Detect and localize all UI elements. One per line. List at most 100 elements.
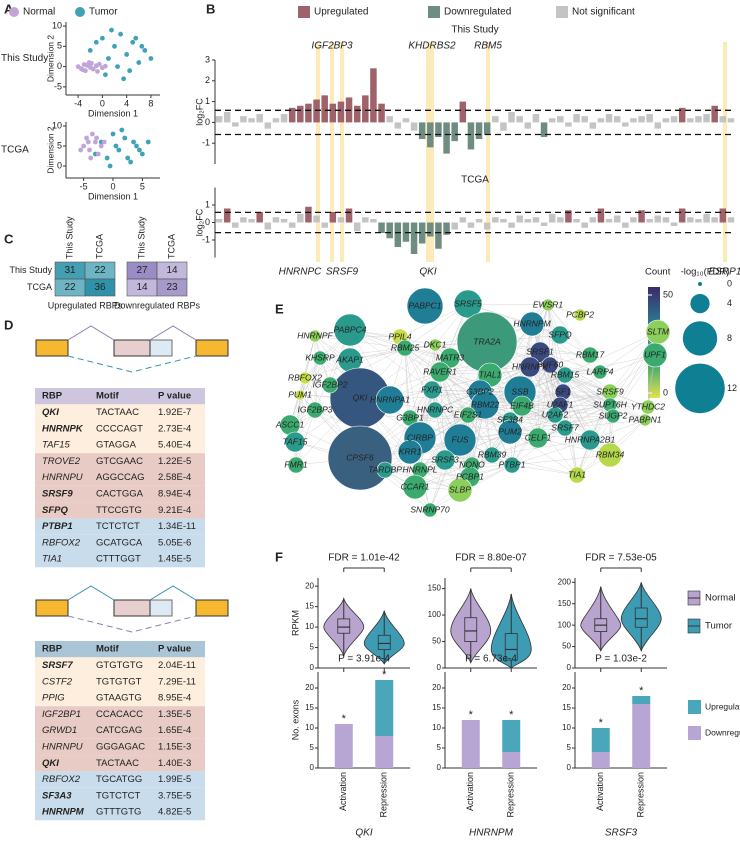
edge	[509, 431, 591, 441]
table-cell: PPIG	[42, 693, 65, 704]
scatter-point	[98, 143, 104, 149]
bar	[297, 105, 304, 123]
y-tick-label: 0	[205, 217, 210, 227]
edge	[467, 303, 561, 336]
edge	[564, 404, 611, 429]
gene-label: SRSF3	[605, 828, 638, 839]
size-legend	[690, 294, 710, 314]
box	[337, 618, 351, 634]
edge	[609, 331, 659, 393]
table-cell: QKI	[42, 407, 59, 418]
bar	[394, 222, 402, 247]
node-label: RBM34	[596, 449, 625, 459]
edge	[521, 405, 614, 417]
y-tick-label: 10	[562, 723, 571, 732]
network-node	[541, 356, 559, 374]
node-label: PUM2	[498, 426, 522, 436]
x-tick-label: 5	[140, 181, 145, 191]
bar	[288, 222, 296, 228]
bar	[410, 222, 418, 254]
header-cell: P value	[158, 391, 191, 402]
highlight	[330, 42, 334, 262]
network-node	[642, 342, 668, 368]
network-node	[308, 329, 322, 343]
bar	[321, 95, 328, 123]
network-node	[519, 311, 545, 337]
table-cell: 1.99E-5	[158, 774, 191, 785]
network-node	[312, 350, 328, 366]
box	[504, 633, 518, 661]
network-node	[443, 423, 477, 457]
y-tick-label: 15	[562, 703, 571, 712]
bar	[638, 210, 645, 223]
y-tick-label: 0	[567, 663, 572, 672]
bar	[256, 212, 263, 223]
table-cell: QKI	[42, 758, 59, 769]
table-cell: AGGCCAG	[96, 472, 145, 483]
node-label: IGF2BP2	[313, 379, 348, 389]
bar	[591, 728, 610, 752]
legend-label: Tumor	[705, 621, 732, 632]
table-cell: 1.15E-3	[158, 741, 191, 752]
node-label: RBFOX2	[288, 372, 322, 382]
cell-value: 31	[64, 265, 76, 276]
edge	[491, 454, 578, 476]
col-label: This Study	[64, 216, 74, 259]
bar	[305, 103, 312, 123]
bar	[662, 118, 670, 123]
table-cell: GTTTGTG	[96, 807, 141, 818]
table-cell: 1.92E-7	[158, 407, 191, 418]
table-cell: GGGAGAC	[96, 741, 145, 752]
bar	[418, 222, 426, 244]
network-node	[459, 406, 477, 424]
network-node	[638, 413, 652, 427]
scatter-point	[130, 39, 136, 45]
bar	[532, 217, 540, 223]
table-cell: TIA1	[42, 554, 62, 565]
y-tick-label: 5	[567, 743, 572, 752]
bar	[632, 696, 651, 704]
legend-marker	[75, 7, 85, 17]
col-label: TCGA	[94, 234, 104, 259]
scatter-point	[99, 35, 105, 41]
cell-value: 23	[166, 282, 178, 293]
table-row	[35, 755, 205, 772]
edge	[521, 405, 578, 476]
gene-label: KHDRBS2	[408, 41, 456, 52]
node-label: TIAL1	[479, 369, 502, 379]
y-tick-label: 0	[205, 117, 210, 127]
table-cell: TACTAAC	[96, 407, 139, 418]
scatter-point	[90, 66, 96, 72]
edge	[404, 347, 436, 411]
scatter-point	[87, 47, 93, 53]
legend-title: Count	[645, 267, 671, 278]
bar	[727, 217, 735, 223]
bar	[483, 122, 491, 135]
node-label: U2AF1	[547, 399, 574, 409]
network-node	[541, 298, 555, 312]
edge	[509, 431, 578, 476]
header-cell: RBP	[42, 644, 63, 655]
edge	[529, 366, 539, 439]
bar	[678, 208, 686, 223]
bar	[508, 222, 515, 228]
node-label: PABPN1	[629, 414, 662, 424]
network-node	[429, 361, 451, 383]
scatter-point	[148, 56, 154, 61]
highlight	[430, 42, 434, 262]
table-cell: CCACACC	[96, 709, 143, 720]
edge	[349, 329, 433, 391]
bar	[337, 101, 345, 123]
network-node	[640, 399, 656, 415]
bar	[280, 114, 288, 123]
y-tick-label: 2	[205, 75, 210, 85]
y-tick-label: 20	[305, 683, 314, 692]
table-cell: PTBP1	[42, 521, 73, 532]
table-header	[35, 388, 205, 405]
y-tick-label: 5	[437, 743, 442, 752]
scatter-point	[118, 31, 123, 37]
node-label: HNRNPC	[417, 404, 454, 414]
bar	[461, 720, 480, 768]
scatter-point	[93, 39, 99, 45]
y-tick-label: 0	[437, 663, 442, 672]
